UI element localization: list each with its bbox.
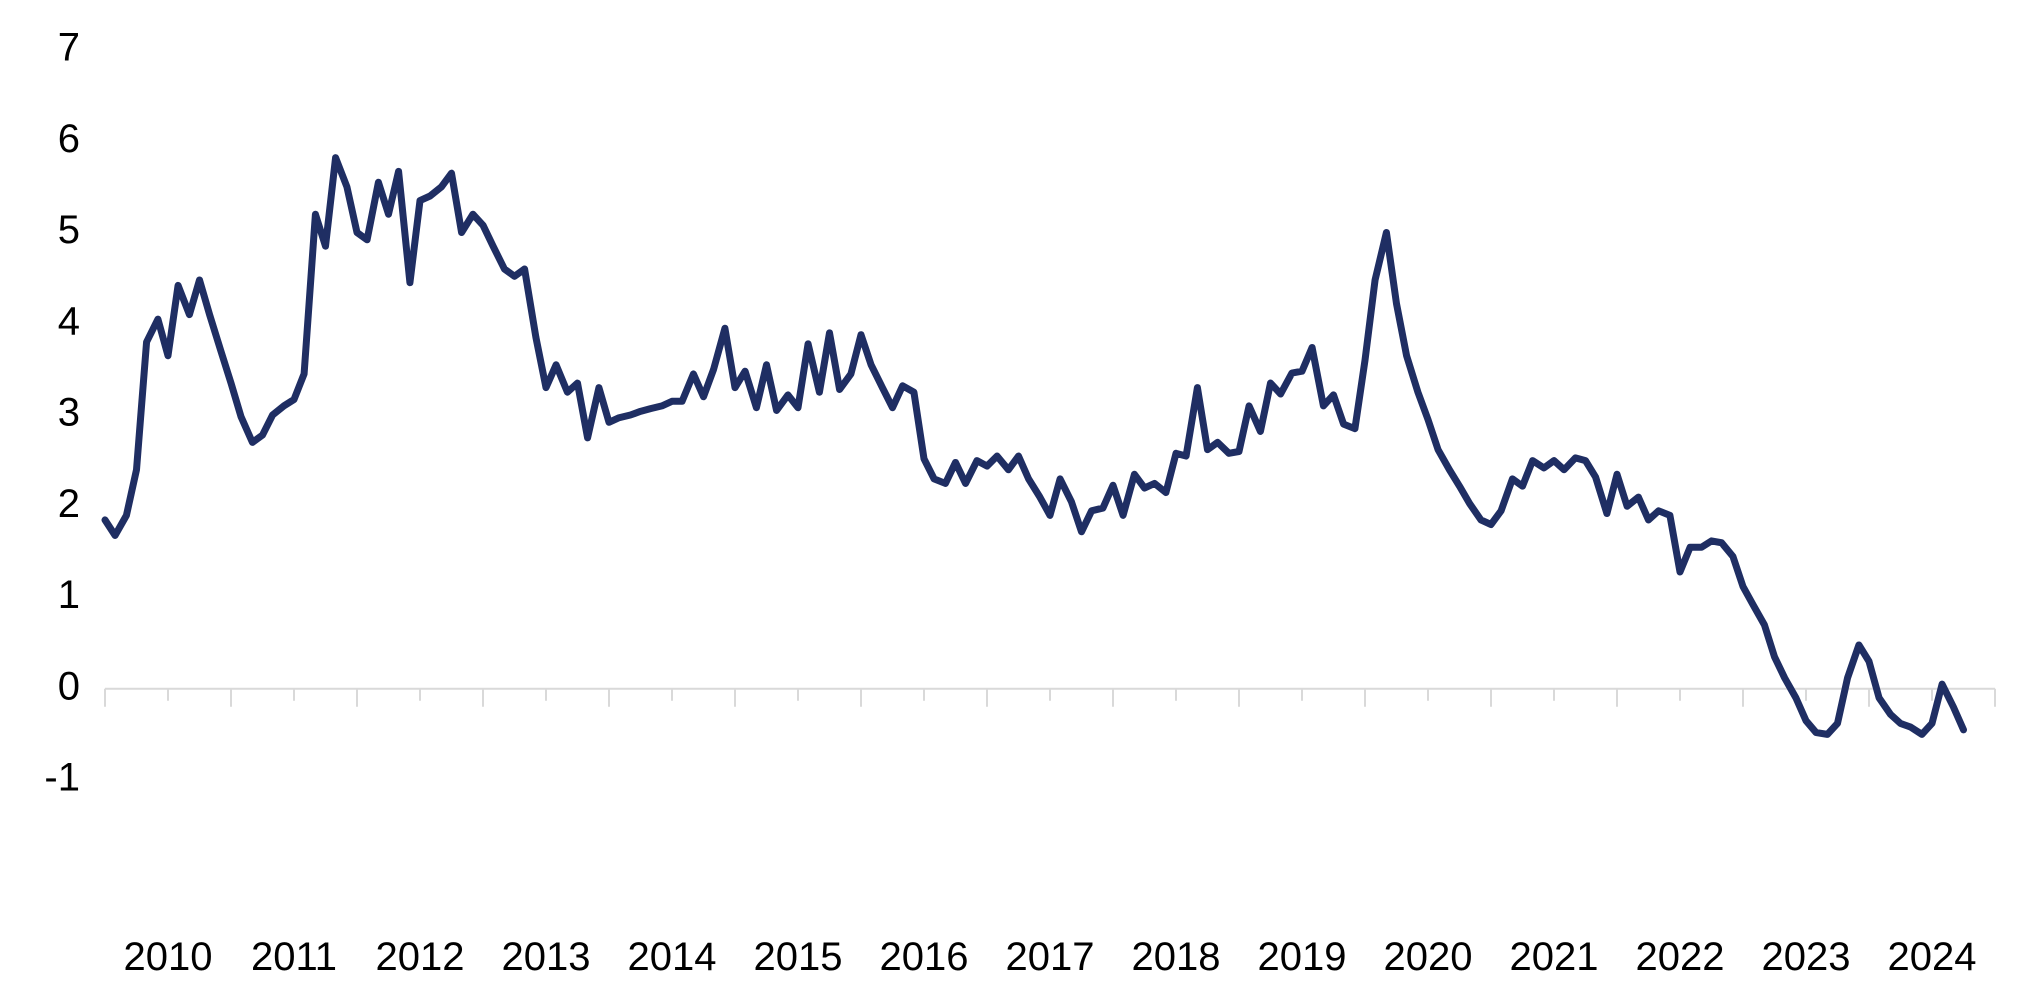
y-axis-label: 7 xyxy=(58,26,80,70)
y-axis-label: 1 xyxy=(58,573,80,617)
x-axis-label: 2016 xyxy=(880,935,969,979)
line-chart: -1 0 1 2 3 4 5 6 7 2010 2011 2012 2013 2014 2015 2016 20… xyxy=(0,0,2029,987)
x-axis-label: 2024 xyxy=(1888,935,1977,979)
x-axis-label: 2019 xyxy=(1258,935,1347,979)
x-axis-label: 2013 xyxy=(502,935,591,979)
series-line-main xyxy=(105,158,1964,735)
x-axis-label: 2012 xyxy=(376,935,465,979)
y-axis-label: 0 xyxy=(58,664,80,708)
x-axis-label: 2023 xyxy=(1762,935,1851,979)
x-axis-label: 2017 xyxy=(1006,935,1095,979)
x-axis-label: 2014 xyxy=(628,935,717,979)
y-axis-label: 2 xyxy=(58,482,80,526)
chart-svg: -1 0 1 2 3 4 5 6 7 2010 2011 2012 2013 2014 2015 2016 20… xyxy=(0,0,2029,987)
x-axis-label: 2018 xyxy=(1132,935,1221,979)
x-axis-label: 2020 xyxy=(1384,935,1473,979)
y-axis-label: 5 xyxy=(58,208,80,252)
x-axis-label: 2021 xyxy=(1510,935,1599,979)
x-axis-label: 2011 xyxy=(251,935,337,979)
x-axis-label: 2022 xyxy=(1636,935,1725,979)
y-axis-label: -1 xyxy=(44,756,80,800)
y-axis-label: 3 xyxy=(58,391,80,435)
x-axis-label: 2010 xyxy=(124,935,213,979)
y-axis-label: 4 xyxy=(58,299,80,343)
x-axis-label: 2015 xyxy=(754,935,843,979)
y-axis-label: 6 xyxy=(58,117,80,161)
